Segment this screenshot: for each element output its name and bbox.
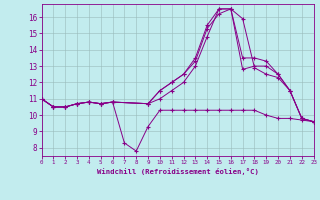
- X-axis label: Windchill (Refroidissement éolien,°C): Windchill (Refroidissement éolien,°C): [97, 168, 259, 175]
